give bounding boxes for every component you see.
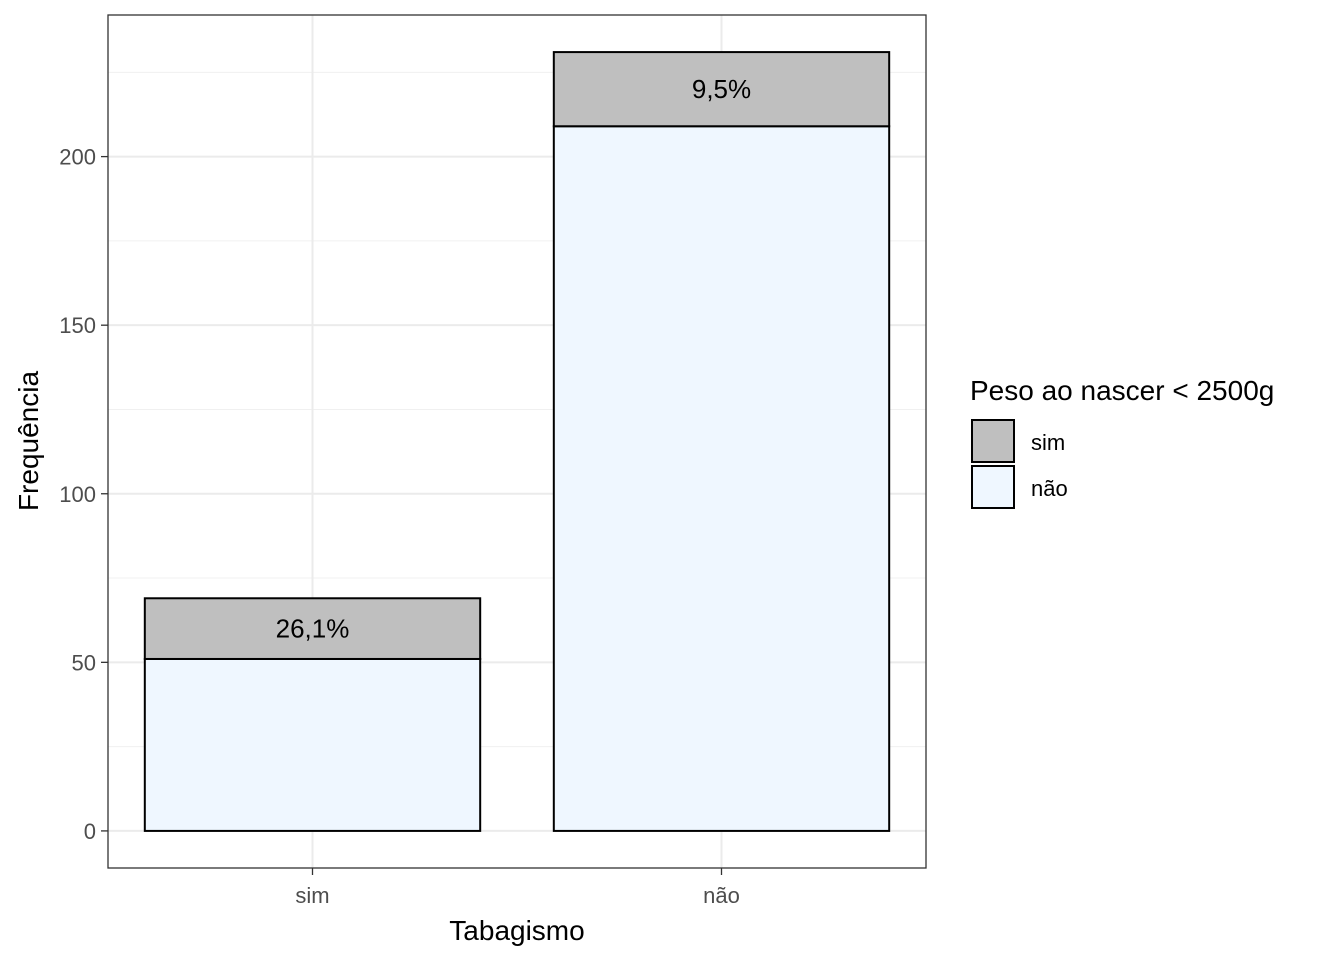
- bars: [143, 51, 891, 832]
- legend-label: sim: [1031, 430, 1065, 455]
- panel-border: [107, 14, 927, 869]
- bar-sim-não: [143, 657, 482, 832]
- x-axis-title: Tabagismo: [449, 915, 584, 946]
- y-tick-label: 50: [72, 650, 96, 675]
- legend-label: não: [1031, 476, 1068, 501]
- legend-items: sim não: [971, 419, 1068, 509]
- y-tick-label: 150: [59, 313, 96, 338]
- bar-labels: 26,1% 9,5%: [276, 74, 752, 643]
- x-tick-label: não: [703, 883, 740, 908]
- bar-label: 26,1%: [276, 614, 350, 644]
- bar-label: 9,5%: [692, 74, 751, 104]
- legend: Peso ao nascer < 2500g sim não: [970, 375, 1274, 509]
- bar-não-não: [552, 125, 891, 832]
- legend-swatch: [971, 465, 1015, 509]
- x-axis: sim não: [295, 868, 740, 908]
- x-tick-label: sim: [295, 883, 329, 908]
- bar-sim-sim: [143, 597, 482, 660]
- legend-swatch: [971, 419, 1015, 463]
- y-axis: 0 50 100 150 200: [59, 145, 108, 844]
- y-axis-title: Frequência: [13, 371, 44, 512]
- y-tick-label: 200: [59, 145, 96, 170]
- bar-não-sim: [552, 51, 891, 128]
- y-tick-label: 0: [84, 819, 96, 844]
- legend-title: Peso ao nascer < 2500g: [970, 375, 1274, 406]
- y-tick-label: 100: [59, 482, 96, 507]
